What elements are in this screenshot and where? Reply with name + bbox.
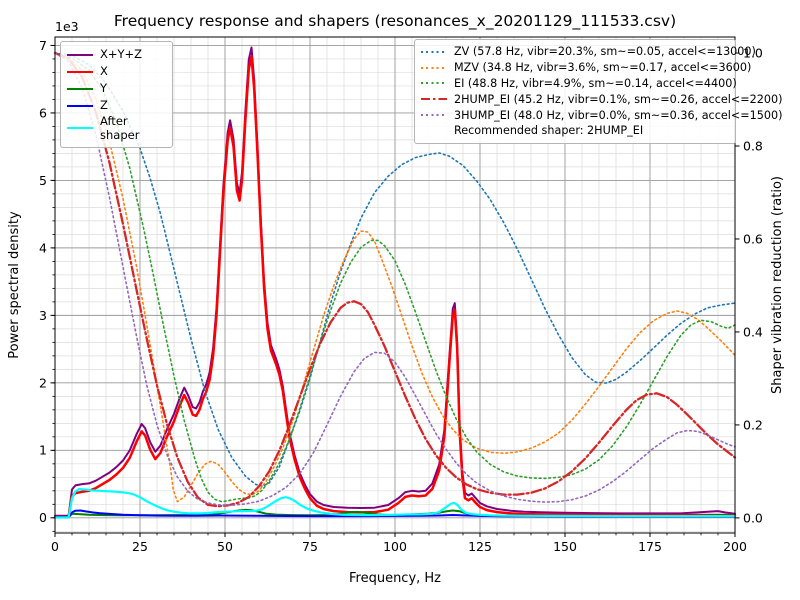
legend-label: X+Y+Z — [100, 47, 143, 62]
y-left-tick-label: 0 — [39, 510, 47, 525]
legend-item: Recommended shaper: 2HUMP_EI — [421, 123, 729, 139]
legend-label: X — [100, 64, 108, 79]
x-tick-label: 175 — [638, 539, 662, 554]
legend-line-swatch — [421, 98, 447, 101]
legend-label: ZV (57.8 Hz, vibr=20.3%, sm~=0.05, accel… — [454, 45, 756, 59]
legend-label: After shaper — [100, 114, 140, 143]
legend-label: Z — [100, 98, 108, 113]
x-tick-label: 200 — [723, 539, 747, 554]
series-ei — [54, 52, 736, 503]
x-tick-label: 150 — [553, 539, 577, 554]
legend-item: 3HUMP_EI (48.0 Hz, vibr=0.0%, sm~=0.36, … — [421, 107, 782, 123]
y-right-tick-label: 0.8 — [743, 138, 763, 153]
legend-line-swatch — [67, 70, 93, 73]
x-tick-label: 0 — [51, 539, 59, 554]
legend-line-swatch — [421, 50, 447, 53]
legend-item: After shaper — [67, 114, 166, 143]
legend-psd: X+Y+Z X Y Z After shaper — [60, 41, 173, 148]
y-left-tick-label: 4 — [39, 240, 47, 255]
legend-label: 3HUMP_EI (48.0 Hz, vibr=0.0%, sm~=0.36, … — [454, 108, 783, 122]
y-left-tick-label: 5 — [39, 173, 47, 188]
y-left-tick-label: 7 — [39, 38, 47, 53]
series-after-shaper — [53, 488, 737, 519]
y-left-tick-label: 2 — [39, 375, 47, 390]
legend-label: EI (48.8 Hz, vibr=4.9%, sm~=0.14, accel<… — [454, 76, 737, 90]
legend-label: MZV (34.8 Hz, vibr=3.6%, sm~=0.17, accel… — [454, 61, 752, 75]
y-left-tick-label: 3 — [39, 308, 47, 323]
legend-item: Y — [67, 80, 166, 97]
series-3hump-ei — [54, 52, 736, 507]
legend-line-swatch — [421, 66, 447, 69]
x-axis-label: Frequency, Hz — [349, 571, 441, 586]
x-tick-label: 75 — [302, 539, 318, 554]
legend-item: MZV (34.8 Hz, vibr=3.6%, sm~=0.17, accel… — [421, 60, 751, 76]
y-right-tick-label: 0.0 — [743, 510, 763, 525]
legend-shapers: ZV (57.8 Hz, vibr=20.3%, sm~=0.05, accel… — [414, 39, 782, 144]
chart-series — [53, 46, 737, 519]
legend-line-swatch — [67, 87, 93, 90]
legend-item: X — [67, 63, 166, 80]
series-x — [53, 55, 737, 519]
x-tick-label: 50 — [217, 539, 233, 554]
axis-ticks: 0 25 50 75 100 125 150 175 200 0 1 2 3 4 5 6 7 0.0 0.2 0.4 0… — [39, 38, 763, 554]
x-tick-label: 100 — [383, 539, 407, 554]
y-right-axis-label: Shaper vibration reduction (ratio) — [770, 176, 785, 394]
chart-title: Frequency response and shapers (resonanc… — [114, 12, 676, 31]
x-tick-label: 125 — [468, 539, 492, 554]
y-right-tick-label: 0.4 — [743, 324, 763, 339]
legend-label: Recommended shaper: 2HUMP_EI — [454, 124, 644, 138]
legend-line-swatch — [67, 104, 93, 107]
series-x-y-z — [54, 46, 736, 517]
legend-line-swatch — [421, 82, 447, 85]
legend-item: 2HUMP_EI (45.2 Hz, vibr=0.1%, sm~=0.26, … — [421, 91, 782, 107]
legend-line-swatch — [421, 114, 447, 117]
y-left-axis-label: Power spectral density — [7, 211, 22, 359]
legend-line-swatch — [67, 53, 93, 56]
y-right-tick-label: 1.0 — [743, 45, 763, 60]
series-zv — [54, 52, 736, 488]
legend-item: EI (48.8 Hz, vibr=4.9%, sm~=0.14, accel<… — [421, 76, 737, 92]
y-right-tick-label: 0.2 — [743, 417, 763, 432]
legend-label: 2HUMP_EI (45.2 Hz, vibr=0.1%, sm~=0.26, … — [454, 92, 783, 106]
x-tick-label: 25 — [132, 539, 148, 554]
y-left-tick-label: 6 — [39, 105, 47, 120]
legend-label: Y — [100, 81, 108, 96]
series-mzv — [54, 52, 736, 503]
y-right-tick-label: 0.6 — [743, 231, 763, 246]
y-left-offset-text: 1e3 — [55, 19, 79, 34]
series-2hump-ei — [53, 51, 737, 508]
legend-item: ZV (57.8 Hz, vibr=20.3%, sm~=0.05, accel… — [421, 44, 756, 60]
legend-item: Z — [67, 97, 166, 114]
y-left-tick-label: 1 — [39, 443, 47, 458]
legend-line-swatch — [67, 127, 93, 130]
legend-item: X+Y+Z — [67, 46, 166, 63]
